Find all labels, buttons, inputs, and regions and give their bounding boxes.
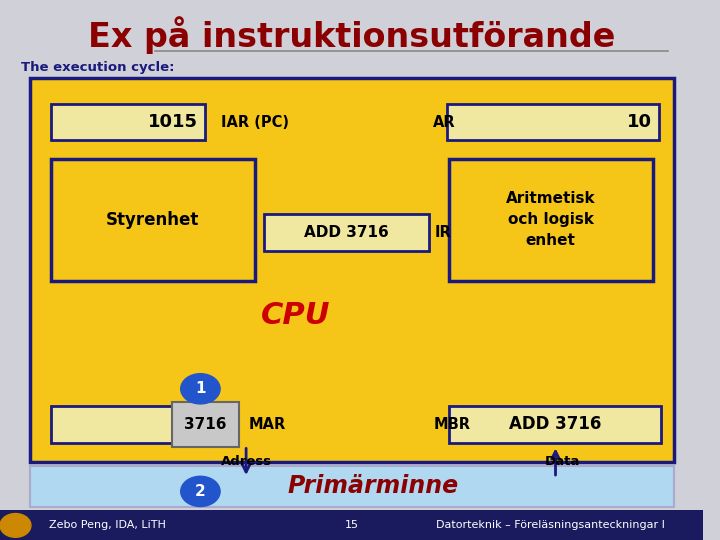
Text: Ex på instruktionsutförande: Ex på instruktionsutförande xyxy=(88,16,616,54)
Text: ADD 3716: ADD 3716 xyxy=(508,415,601,434)
Text: 15: 15 xyxy=(345,521,359,530)
FancyBboxPatch shape xyxy=(449,406,661,443)
FancyBboxPatch shape xyxy=(50,104,205,140)
Circle shape xyxy=(181,374,220,404)
Circle shape xyxy=(181,476,220,507)
FancyBboxPatch shape xyxy=(172,402,239,447)
Text: Styrenhet: Styrenhet xyxy=(106,211,199,229)
Text: Aritmetisk
och logisk
enhet: Aritmetisk och logisk enhet xyxy=(505,191,595,248)
Text: Primärminne: Primärminne xyxy=(287,474,458,498)
Text: 1015: 1015 xyxy=(148,113,198,131)
Circle shape xyxy=(0,514,31,537)
FancyBboxPatch shape xyxy=(30,78,674,462)
FancyBboxPatch shape xyxy=(0,510,703,540)
Text: MBR: MBR xyxy=(434,417,471,432)
Text: Datorteknik – Föreläsningsanteckningar I: Datorteknik – Föreläsningsanteckningar I xyxy=(436,521,665,530)
FancyBboxPatch shape xyxy=(50,406,202,443)
Text: IAR (PC): IAR (PC) xyxy=(222,114,289,130)
FancyBboxPatch shape xyxy=(50,159,255,281)
Text: 1: 1 xyxy=(195,381,206,396)
FancyBboxPatch shape xyxy=(30,466,674,507)
Text: IR: IR xyxy=(435,225,451,240)
Text: Data: Data xyxy=(545,455,580,468)
Text: CPU: CPU xyxy=(261,301,330,330)
Text: 3716: 3716 xyxy=(184,417,227,432)
FancyBboxPatch shape xyxy=(449,159,652,281)
FancyBboxPatch shape xyxy=(446,104,659,140)
Text: 10: 10 xyxy=(627,113,652,131)
Text: ADD 3716: ADD 3716 xyxy=(304,225,389,240)
Text: 2: 2 xyxy=(195,484,206,499)
Text: Adress: Adress xyxy=(220,455,271,468)
Text: Zebo Peng, IDA, LiTH: Zebo Peng, IDA, LiTH xyxy=(49,521,166,530)
FancyBboxPatch shape xyxy=(264,214,429,251)
Text: AR: AR xyxy=(433,114,455,130)
Text: MAR: MAR xyxy=(248,417,285,432)
Text: The execution cycle:: The execution cycle: xyxy=(21,61,174,74)
